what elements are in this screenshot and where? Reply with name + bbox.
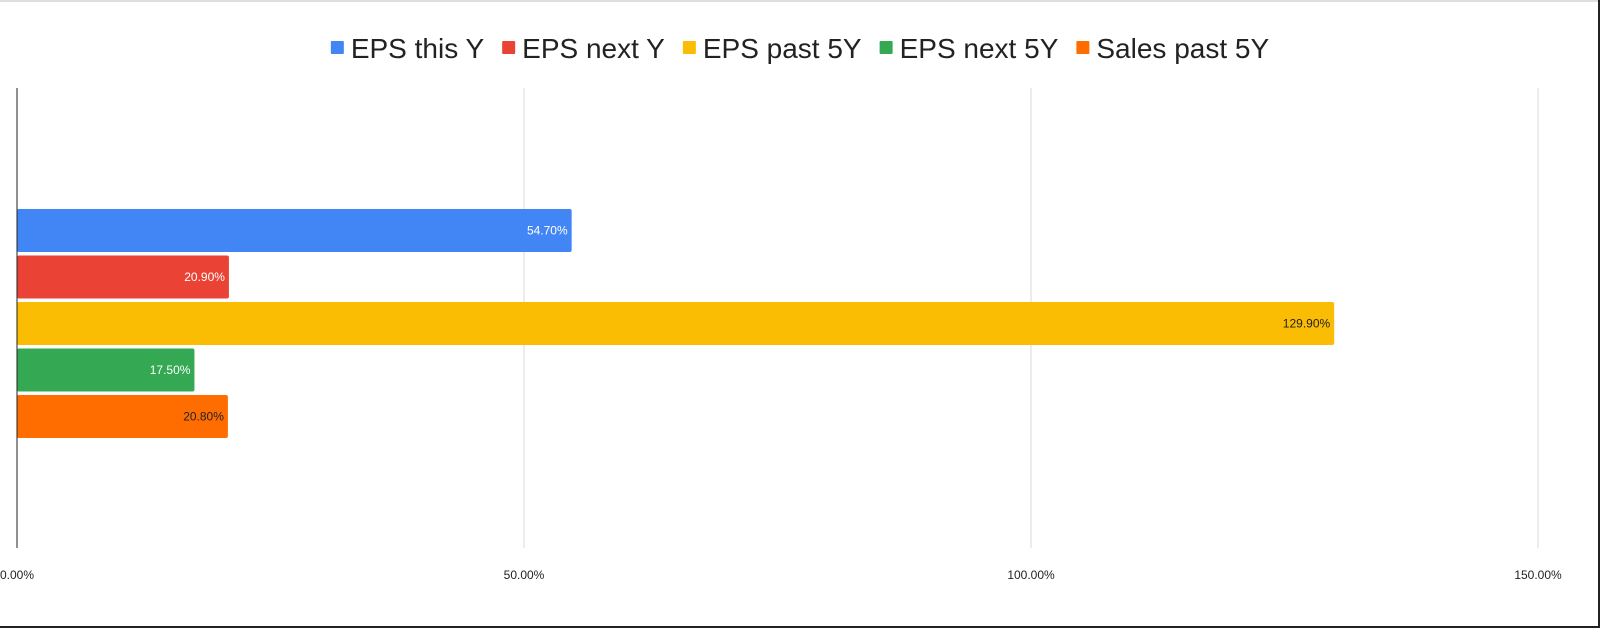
- legend-entry: EPS this Y: [351, 33, 485, 64]
- data-label: 20.90%: [184, 270, 225, 284]
- legend-swatch: [1076, 41, 1090, 54]
- x-tick-label: 50.00%: [504, 568, 545, 582]
- x-tick-label: 150.00%: [1514, 568, 1562, 582]
- data-label: 17.50%: [150, 363, 191, 377]
- x-tick-label: 0.00%: [0, 568, 34, 582]
- bar: [17, 302, 1335, 345]
- x-tick-label: 100.00%: [1007, 568, 1055, 582]
- data-label: 129.90%: [1283, 317, 1331, 331]
- frame-bottom-border: [0, 626, 1600, 628]
- data-label: 20.80%: [183, 410, 224, 424]
- legend-entry: EPS next Y: [522, 33, 665, 64]
- legend-entry: EPS past 5Y: [703, 33, 862, 64]
- legend-swatch: [502, 41, 516, 54]
- bar: [17, 348, 195, 392]
- bar: [17, 255, 229, 299]
- legend-swatch: [879, 41, 893, 54]
- frame-top-border: [0, 0, 1600, 2]
- data-label: 54.70%: [527, 224, 568, 238]
- bar: [17, 395, 228, 438]
- legend-entry: EPS next 5Y: [900, 33, 1059, 64]
- legend-swatch: [330, 41, 344, 54]
- legend-swatch: [682, 41, 696, 54]
- frame-right-border: [1598, 0, 1600, 628]
- legend-entry: Sales past 5Y: [1096, 33, 1269, 64]
- bar: [17, 209, 572, 252]
